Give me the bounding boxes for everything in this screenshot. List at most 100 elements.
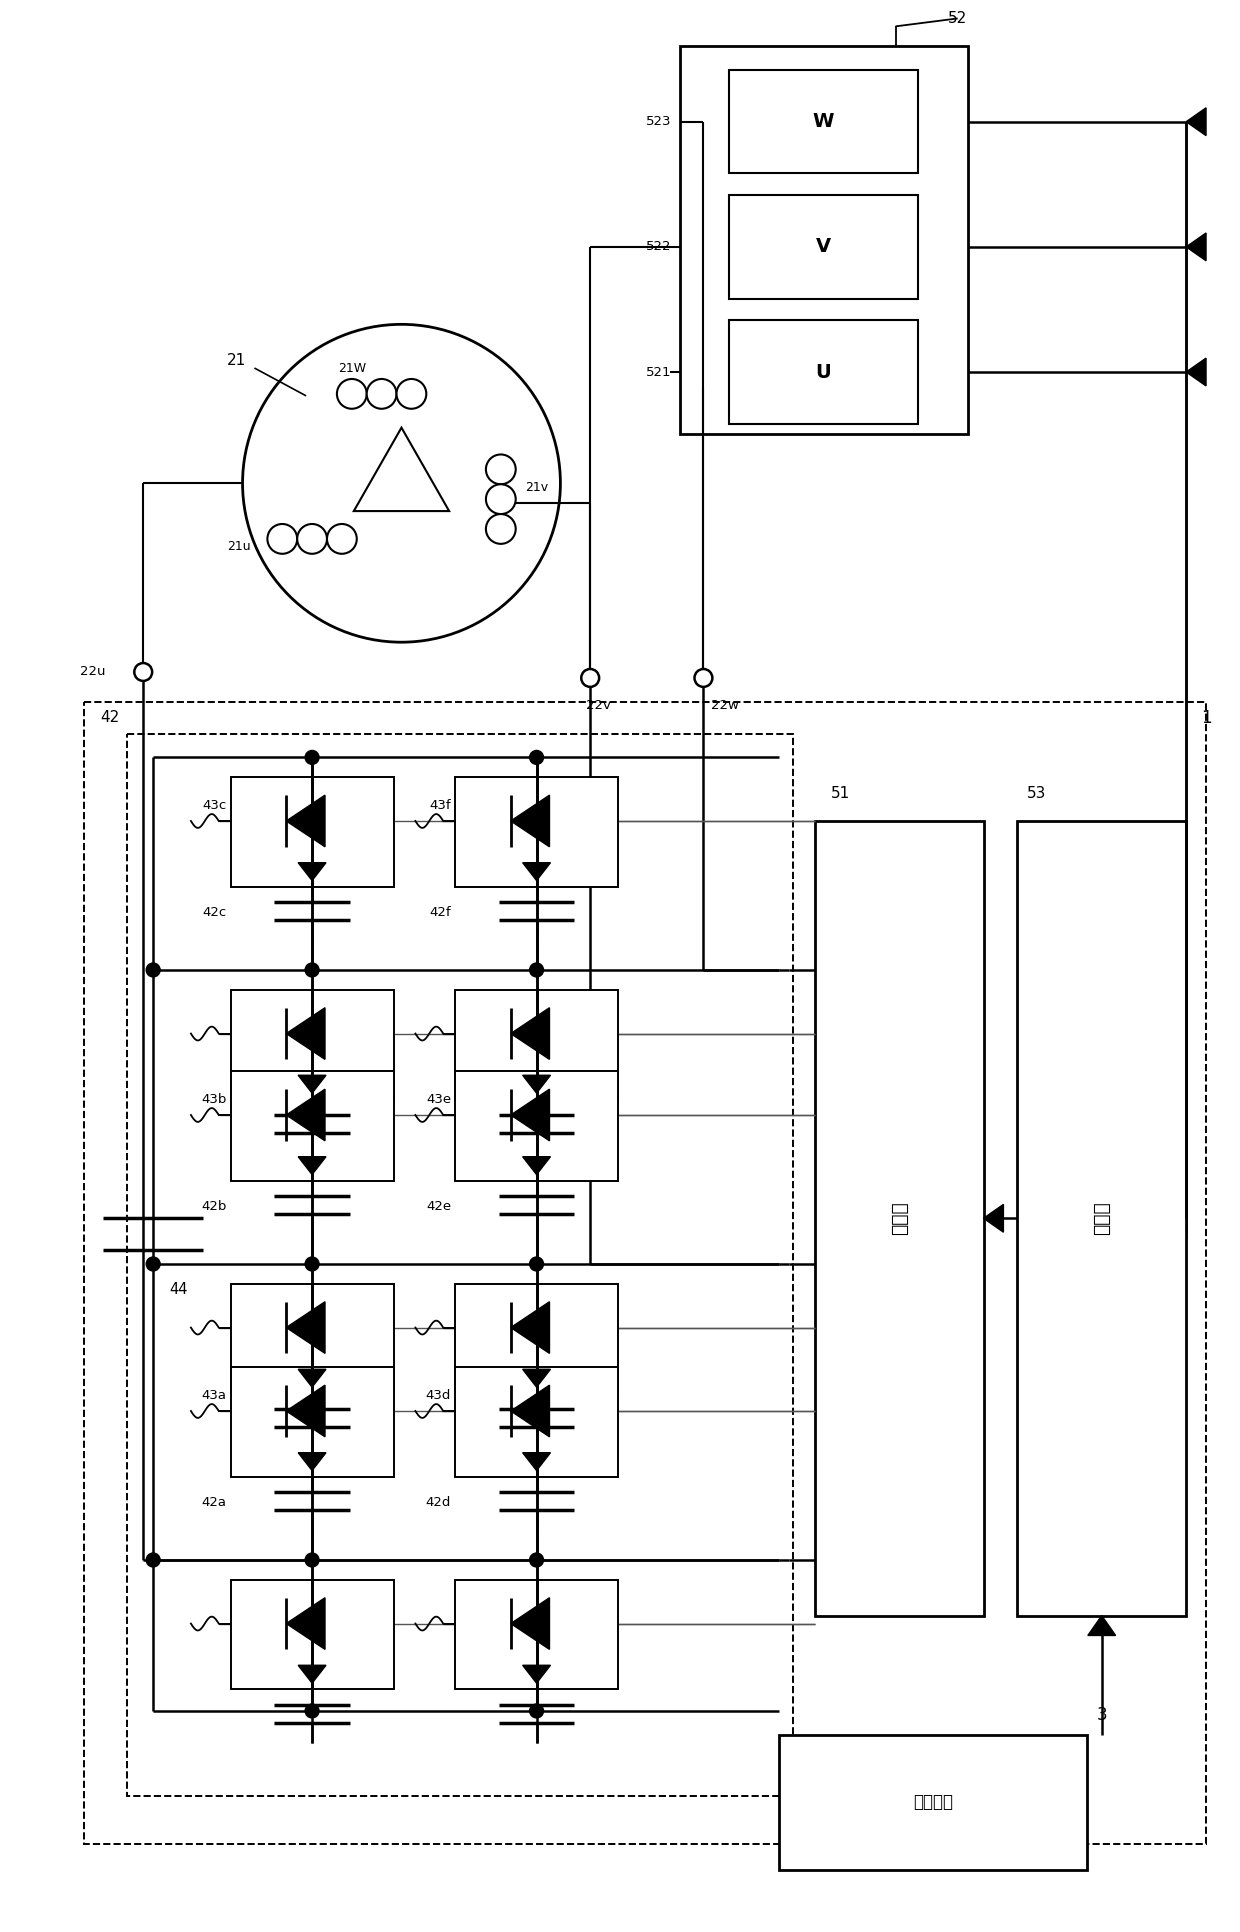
Circle shape	[146, 962, 160, 978]
Circle shape	[486, 454, 516, 485]
Polygon shape	[286, 1009, 325, 1059]
Text: 43a: 43a	[202, 1389, 227, 1401]
Text: 53: 53	[1027, 786, 1047, 800]
Bar	[729, 195, 918, 299]
Text: 42e: 42e	[427, 1200, 451, 1213]
Text: 22u: 22u	[79, 665, 105, 678]
Text: 43b: 43b	[201, 1094, 227, 1105]
Text: 21: 21	[227, 354, 246, 367]
Bar	[455, 989, 618, 1099]
Text: 52: 52	[947, 12, 967, 25]
Circle shape	[582, 668, 599, 688]
Text: V: V	[816, 238, 831, 257]
Circle shape	[529, 1258, 543, 1271]
Polygon shape	[298, 1665, 326, 1683]
Text: 51: 51	[831, 786, 849, 800]
Polygon shape	[511, 1385, 549, 1437]
Circle shape	[134, 663, 153, 680]
Text: 21u: 21u	[227, 541, 250, 553]
Circle shape	[146, 1258, 160, 1271]
Circle shape	[529, 750, 543, 765]
Circle shape	[327, 524, 357, 554]
Bar	[83, 701, 1207, 1843]
Circle shape	[337, 379, 367, 410]
Text: 21W: 21W	[339, 361, 366, 375]
Bar	[455, 1070, 618, 1180]
Polygon shape	[511, 1302, 549, 1354]
Text: 操作开关: 操作开关	[913, 1793, 952, 1812]
Circle shape	[486, 514, 516, 543]
Text: 43c: 43c	[202, 798, 227, 811]
Polygon shape	[298, 1453, 326, 1470]
Text: 21v: 21v	[525, 481, 548, 495]
Polygon shape	[511, 1009, 549, 1059]
Polygon shape	[1187, 234, 1207, 261]
Text: 控制部: 控制部	[1092, 1202, 1111, 1235]
Circle shape	[268, 524, 298, 554]
Bar	[231, 1285, 393, 1393]
Text: 驱动部: 驱动部	[889, 1202, 909, 1235]
Text: 43f: 43f	[429, 798, 451, 811]
Bar	[231, 1580, 393, 1689]
Polygon shape	[286, 1385, 325, 1437]
Circle shape	[298, 524, 327, 554]
Bar	[729, 321, 918, 423]
Text: 22w: 22w	[712, 699, 739, 713]
Bar	[1017, 821, 1187, 1615]
Polygon shape	[511, 1090, 549, 1140]
Text: 523: 523	[646, 116, 672, 128]
Circle shape	[305, 1704, 319, 1718]
Text: 44: 44	[169, 1283, 187, 1296]
Polygon shape	[353, 427, 449, 512]
Circle shape	[146, 1553, 160, 1567]
Text: 42c: 42c	[202, 906, 227, 920]
Circle shape	[243, 325, 560, 641]
Circle shape	[486, 485, 516, 514]
Polygon shape	[298, 1370, 326, 1387]
Circle shape	[529, 1553, 543, 1567]
Polygon shape	[511, 796, 549, 846]
Circle shape	[529, 1704, 543, 1718]
Text: U: U	[816, 363, 832, 381]
Circle shape	[305, 750, 319, 765]
Bar	[455, 1285, 618, 1393]
Text: 22v: 22v	[587, 699, 611, 713]
Polygon shape	[298, 1076, 326, 1094]
Bar	[455, 1368, 618, 1476]
Polygon shape	[1187, 108, 1207, 135]
Circle shape	[305, 1258, 319, 1271]
Bar	[815, 821, 983, 1615]
Bar	[231, 777, 393, 887]
Polygon shape	[522, 1665, 551, 1683]
Polygon shape	[522, 1157, 551, 1175]
Text: 3: 3	[1096, 1706, 1107, 1723]
Polygon shape	[298, 1157, 326, 1175]
Polygon shape	[983, 1204, 1003, 1233]
Polygon shape	[286, 1598, 325, 1650]
Text: 42: 42	[100, 711, 119, 724]
Circle shape	[529, 962, 543, 978]
Circle shape	[305, 962, 319, 978]
Text: W: W	[813, 112, 835, 131]
Polygon shape	[522, 1370, 551, 1387]
Text: 522: 522	[646, 240, 672, 253]
Polygon shape	[286, 1302, 325, 1354]
Text: 43e: 43e	[427, 1094, 451, 1105]
Text: 42b: 42b	[201, 1200, 227, 1213]
Text: 42d: 42d	[425, 1495, 451, 1509]
Polygon shape	[1087, 1615, 1116, 1636]
Bar	[455, 777, 618, 887]
Circle shape	[397, 379, 427, 410]
Polygon shape	[286, 1090, 325, 1140]
Polygon shape	[298, 864, 326, 881]
Polygon shape	[511, 1598, 549, 1650]
Circle shape	[305, 1553, 319, 1567]
Bar	[455, 1580, 618, 1689]
Circle shape	[694, 668, 712, 688]
Polygon shape	[1187, 357, 1207, 386]
Bar	[680, 46, 967, 433]
Circle shape	[367, 379, 397, 410]
Bar	[729, 70, 918, 174]
Bar	[779, 1735, 1086, 1870]
Text: 43d: 43d	[425, 1389, 451, 1401]
